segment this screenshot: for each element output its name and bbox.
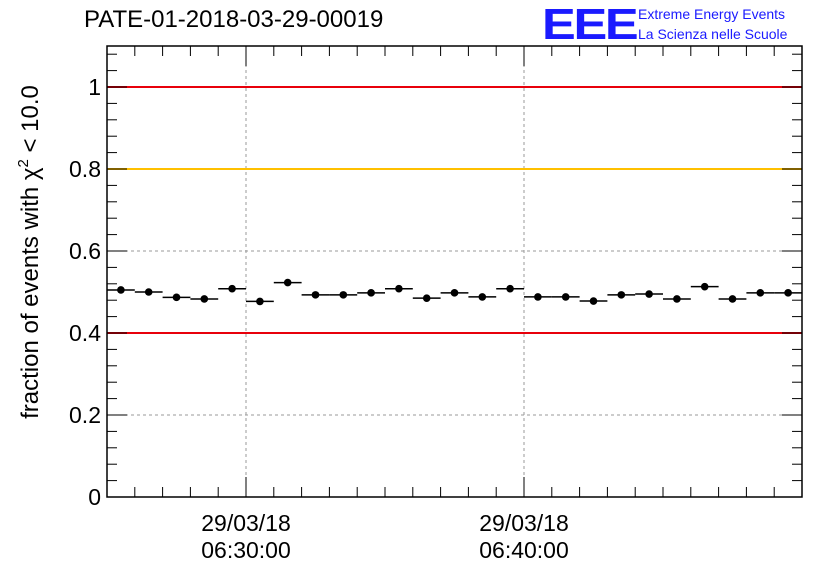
axis-ticks: 00.20.40.60.8129/03/1806:30:0029/03/1806…: [69, 46, 802, 563]
data-point: [190, 295, 219, 303]
data-point: [607, 291, 636, 299]
data-point-marker: [422, 294, 431, 302]
data-point-marker: [367, 289, 375, 297]
data-point: [134, 288, 163, 296]
data-point: [579, 297, 608, 305]
x-tick-date-label: 29/03/18: [479, 510, 569, 536]
data-point: [246, 297, 274, 306]
y-tick-label: 0.8: [69, 156, 101, 182]
x-tick-time-label: 06:30:00: [201, 537, 291, 563]
y-tick-label: 0: [88, 484, 101, 510]
data-point: [218, 284, 246, 293]
y-tick-label: 1: [88, 74, 101, 100]
data-point-marker: [561, 293, 570, 301]
data-point-marker: [228, 284, 236, 293]
data-point: [524, 293, 552, 301]
data-point: [551, 293, 580, 301]
data-point: [496, 284, 524, 293]
data-point-marker: [756, 289, 765, 297]
y-axis-label-symbol: χ: [17, 167, 44, 180]
x-tick-time-label: 06:40:00: [479, 537, 569, 563]
y-axis-label: fraction of events with χ2 < 10.0: [15, 85, 44, 419]
data-point-marker: [200, 295, 209, 303]
eee-logo: EEE Extreme Energy Events La Scienza nel…: [542, 0, 832, 49]
data-point: [774, 289, 802, 297]
data-point-marker: [311, 291, 320, 299]
grid-layer: [107, 46, 802, 497]
y-axis-label-suffix: < 10.0: [17, 85, 44, 159]
data-point-marker: [784, 289, 792, 297]
data-point-marker: [117, 286, 125, 294]
x-tick-date-label: 29/03/18: [201, 510, 291, 536]
data-point-marker: [339, 291, 348, 299]
data-point: [357, 289, 385, 297]
logo-mark: EEE: [542, 0, 639, 49]
data-point-marker: [172, 293, 181, 302]
data-point: [273, 278, 302, 287]
reference-lines: [107, 86, 802, 334]
y-tick-label: 0.2: [69, 402, 101, 428]
data-point: [301, 291, 330, 299]
data-points: [107, 278, 802, 306]
data-point-marker: [506, 284, 514, 293]
plot-frame: [106, 45, 803, 498]
data-point-marker: [728, 295, 737, 303]
data-point-marker: [283, 278, 292, 287]
y-tick-label: 0.6: [69, 238, 101, 264]
logo-line-1: Extreme Energy Events: [638, 6, 786, 22]
data-point: [663, 295, 691, 303]
data-point-marker: [700, 282, 709, 291]
data-point: [690, 282, 719, 291]
data-point-marker: [478, 293, 487, 301]
data-point: [162, 293, 191, 302]
data-point-marker: [589, 297, 598, 305]
data-point: [468, 293, 497, 301]
data-point-marker: [617, 291, 626, 299]
y-axis-label-prefix: fraction of events with: [17, 180, 44, 419]
svg-text:fraction of events with χ2 < 1: fraction of events with χ2 < 10.0: [15, 85, 44, 419]
data-point-marker: [673, 295, 681, 303]
y-tick-label: 0.4: [69, 320, 101, 346]
data-point: [329, 291, 358, 299]
chart-title: PATE-01-2018-03-29-00019: [84, 6, 384, 33]
data-point: [385, 284, 413, 293]
data-point-marker: [144, 288, 153, 296]
y-axis-label-exponent: 2: [15, 159, 32, 167]
logo-line-2: La Scienza nelle Scuole: [638, 26, 788, 42]
data-point: [718, 295, 747, 303]
data-point: [107, 286, 135, 294]
data-point-marker: [395, 284, 403, 293]
data-point-marker: [256, 297, 264, 306]
data-point: [412, 294, 441, 302]
data-point: [635, 290, 663, 298]
data-point-marker: [450, 289, 459, 297]
data-point-marker: [645, 290, 653, 298]
data-point: [440, 289, 469, 297]
data-point-marker: [534, 293, 542, 301]
data-point: [746, 289, 775, 297]
